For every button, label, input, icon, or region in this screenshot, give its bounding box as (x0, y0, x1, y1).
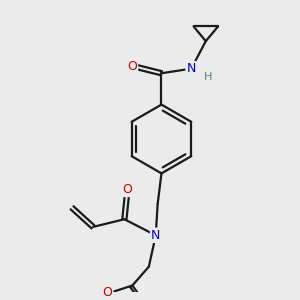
Text: O: O (122, 183, 132, 196)
Text: N: N (187, 62, 196, 75)
Text: N: N (151, 229, 160, 242)
Text: O: O (127, 60, 137, 73)
Text: O: O (102, 286, 112, 299)
Text: H: H (204, 72, 213, 82)
